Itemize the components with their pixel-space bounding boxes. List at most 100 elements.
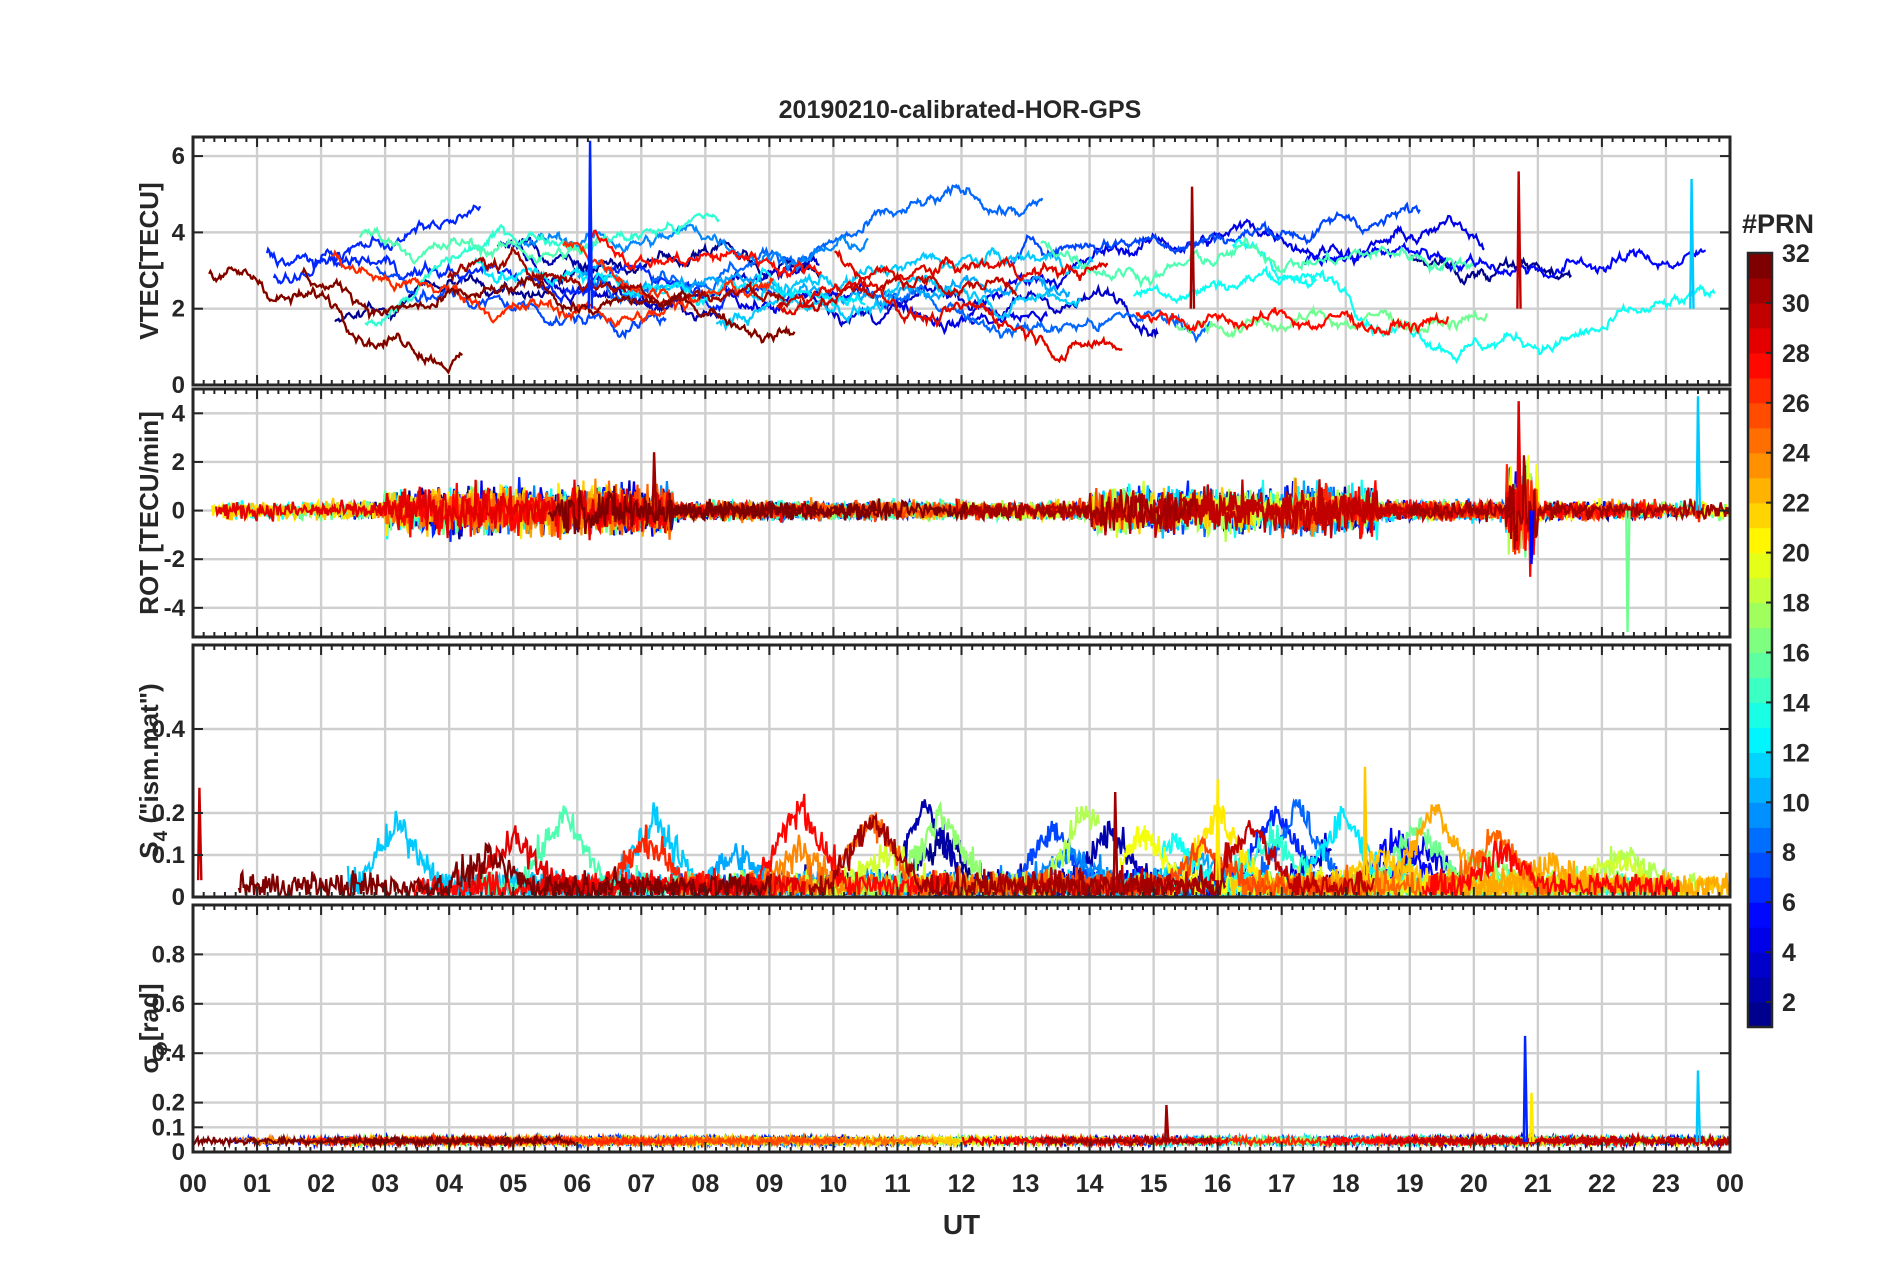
colorbar-tick-label: 6	[1782, 889, 1796, 917]
x-ticks-vtec	[192, 137, 1731, 385]
x-tick-label: 01	[243, 1170, 271, 1198]
y-tick-label: -4	[164, 595, 186, 622]
x-ticks-s4	[192, 645, 1731, 897]
colorbar-band	[1748, 452, 1772, 479]
series-prn-29	[776, 255, 1109, 316]
series-spike-prn-30	[1516, 171, 1522, 309]
y-axis-title-vtec: VTEC[TECU]	[134, 182, 164, 339]
colorbar-frame	[1746, 251, 1774, 1029]
series-prn-8	[592, 183, 1044, 306]
colorbar-tick-label: 14	[1782, 689, 1810, 717]
series-spike-prn-21	[1215, 779, 1221, 881]
series-group-s4	[196, 766, 1730, 897]
y-ticks-sigma_phi: 00.10.2 0.4 0.6 0.8	[152, 941, 1730, 1166]
chart-title: 20190210-calibrated-HOR-GPS	[779, 96, 1142, 124]
series-spike-prn-11	[1695, 396, 1702, 511]
y-tick-label: 0.1	[152, 1114, 185, 1141]
colorbar-band	[1748, 402, 1772, 429]
colorbar-band	[1748, 927, 1772, 953]
colorbar-tick-label: 22	[1782, 490, 1810, 518]
series-spike-prn-31	[1163, 1105, 1170, 1143]
colorbar-band	[1748, 477, 1772, 504]
colorbar-band	[1748, 577, 1772, 604]
series-prn-30	[1429, 1132, 1730, 1150]
colorbar-band	[1748, 1002, 1772, 1028]
grid-sigma_phi	[193, 905, 1730, 1152]
colorbar-tick-label: 24	[1782, 440, 1810, 468]
x-tick-label: 09	[755, 1170, 783, 1198]
x-tick-label: 14	[1076, 1170, 1104, 1198]
colorbar-band	[1748, 902, 1772, 928]
y-axis-title-s4: S4 ("ism.mat")	[134, 683, 172, 858]
y-axis-title-sigma_phi: σϕ[rad]	[134, 984, 172, 1074]
colorbar-band	[1748, 952, 1772, 978]
y-tick-label: 0	[172, 372, 185, 399]
colorbar-band	[1748, 827, 1772, 853]
series-spike-prn-31	[1189, 186, 1196, 309]
y-ticks-rot: -4 -2 0 2 4	[164, 400, 1730, 622]
colorbar-band	[1748, 752, 1772, 778]
series-spike-prn-21	[1528, 1092, 1535, 1143]
y-tick-label: 2	[172, 449, 185, 476]
colorbar-tick-label: 4	[1782, 939, 1796, 967]
colorbar-band	[1748, 727, 1772, 753]
x-tick-label: 02	[307, 1170, 335, 1198]
colorbar-band	[1748, 777, 1772, 803]
x-tick-label: 05	[499, 1170, 527, 1198]
series-prn-32	[237, 841, 773, 897]
series-prn-32	[301, 266, 796, 344]
x-tick-label: 15	[1140, 1170, 1168, 1198]
y-tick-label: 2	[172, 296, 185, 323]
series-prn-32	[208, 266, 463, 375]
colorbar-band	[1748, 877, 1772, 903]
x-ticks-rot	[192, 389, 1731, 637]
series-prn-6	[272, 204, 481, 285]
series-group-rot	[211, 396, 1730, 633]
panel-s4: 0 0.1 0.2 0.4S4 ("ism.mat")	[134, 643, 1732, 911]
series-prn-2	[520, 236, 722, 322]
colorbar-band	[1748, 852, 1772, 878]
colorbar-tick-label: 20	[1782, 540, 1810, 568]
x-tick-label: 12	[948, 1170, 976, 1198]
series-prn-28	[1135, 307, 1450, 336]
x-tick-label: 16	[1204, 1170, 1232, 1198]
y-tick-label: 0	[172, 1139, 185, 1166]
series-spike-prn-6	[587, 140, 594, 309]
series-prn-7	[1009, 201, 1421, 266]
colorbar-band	[1748, 602, 1772, 629]
series-prn-1	[1409, 254, 1572, 286]
y-tick-label: 4	[172, 400, 186, 427]
series-spike-prn-11	[1689, 178, 1695, 309]
series-group-sigma_phi	[193, 1035, 1730, 1151]
x-tick-label: 04	[435, 1170, 463, 1198]
colorbar-band	[1748, 527, 1772, 554]
colorbar-tick-label: 32	[1782, 240, 1810, 268]
y-tick-label: 0.1	[152, 842, 185, 869]
colorbar-band	[1748, 677, 1772, 704]
series-spike-prn-6	[1522, 1035, 1529, 1143]
panel-sigma_phi: 00.10.2 0.4 0.6 0.8 σϕ[rad]	[134, 903, 1732, 1166]
series-spike-prn-22	[1362, 766, 1369, 881]
series-prn-7	[375, 265, 667, 340]
x-tick-label: 19	[1396, 1170, 1424, 1198]
series-prn-31	[961, 489, 1199, 534]
series-prn-29	[471, 825, 806, 897]
colorbar-band	[1748, 253, 1772, 279]
series-prn-31	[1038, 1133, 1214, 1149]
colorbar-tick-label: 30	[1782, 290, 1810, 318]
colorbar-band	[1748, 702, 1772, 728]
series-spike-prn-29	[1516, 401, 1522, 511]
colorbar-band	[1748, 327, 1772, 354]
y-tick-label: 0.4	[152, 1040, 186, 1067]
series-prn-32	[193, 1132, 543, 1150]
colorbar-tick-label: 2	[1782, 989, 1796, 1017]
series-spike-prn-31	[651, 452, 658, 511]
x-tick-label: 00	[179, 1170, 207, 1198]
colorbar-tick-label: 16	[1782, 639, 1810, 667]
colorbar-band	[1748, 352, 1772, 379]
colorbar-band	[1748, 627, 1772, 654]
series-prn-28	[1421, 840, 1680, 897]
